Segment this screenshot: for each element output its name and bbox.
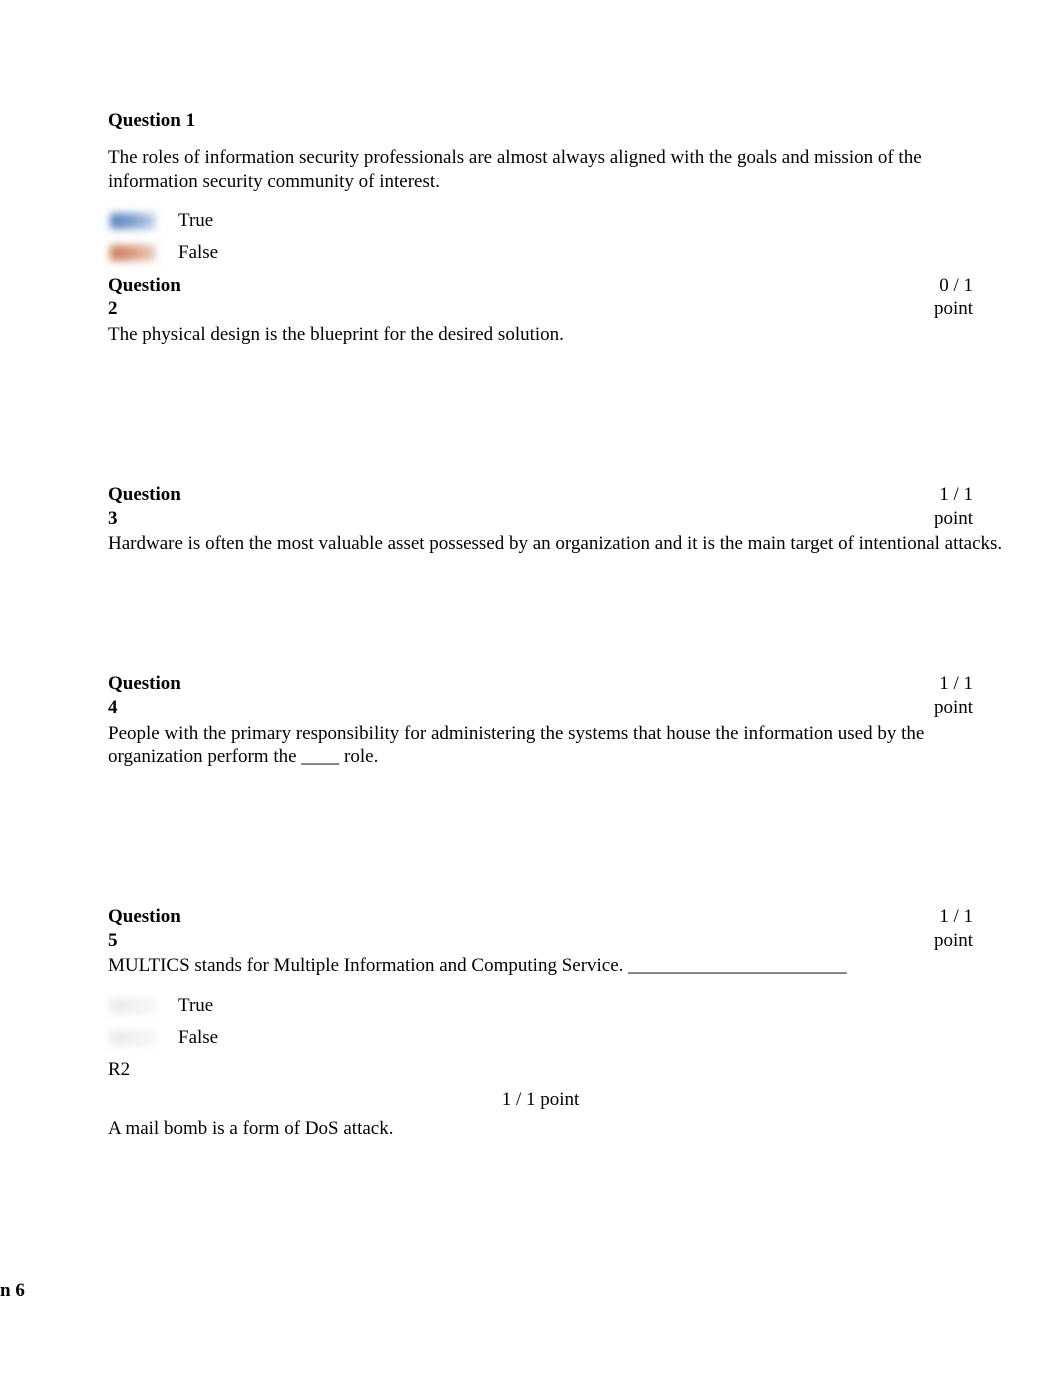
q3-title: Question 3 (108, 483, 181, 531)
q5-option-label: True (178, 995, 213, 1017)
q6-text: A mail bomb is a form of DoS attack. (108, 1117, 1010, 1141)
q1-text: The roles of information security profes… (108, 146, 1010, 194)
q6-left-label: n 6 (0, 1280, 25, 1302)
q1-title: Question 1 (108, 110, 1010, 132)
q5-score: 1 / 1 point (934, 905, 973, 953)
q5-option-false[interactable]: False (110, 1027, 1010, 1049)
q6-score: 1 / 1 point (108, 1089, 973, 1111)
q4-text: People with the primary responsibility f… (108, 722, 1010, 770)
q2-text: The physical design is the blueprint for… (108, 323, 1010, 347)
q5-text: MULTICS stands for Multiple Information … (108, 955, 1010, 977)
q3-score: 1 / 1 point (934, 483, 973, 531)
radio-blur-icon (110, 245, 156, 261)
q5-option-label: False (178, 1027, 218, 1049)
q4-score: 1 / 1 point (934, 672, 973, 720)
radio-blur-icon (110, 1030, 156, 1046)
r2-label: R2 (108, 1059, 1010, 1081)
q3-text: Hardware is often the most valuable asse… (108, 532, 1010, 556)
q1-option-true[interactable]: True (110, 210, 1010, 232)
q5-option-true[interactable]: True (110, 995, 1010, 1017)
q2-title: Question 2 (108, 274, 181, 322)
q1-option-false[interactable]: False (110, 242, 1010, 264)
q5-title: Question 5 (108, 905, 181, 953)
q2-score: 0 / 1 point (934, 274, 973, 322)
q4-title: Question 4 (108, 672, 181, 720)
radio-blur-icon (110, 213, 156, 229)
q1-option-label: False (178, 242, 218, 264)
q1-option-label: True (178, 210, 213, 232)
radio-blur-icon (110, 998, 156, 1014)
